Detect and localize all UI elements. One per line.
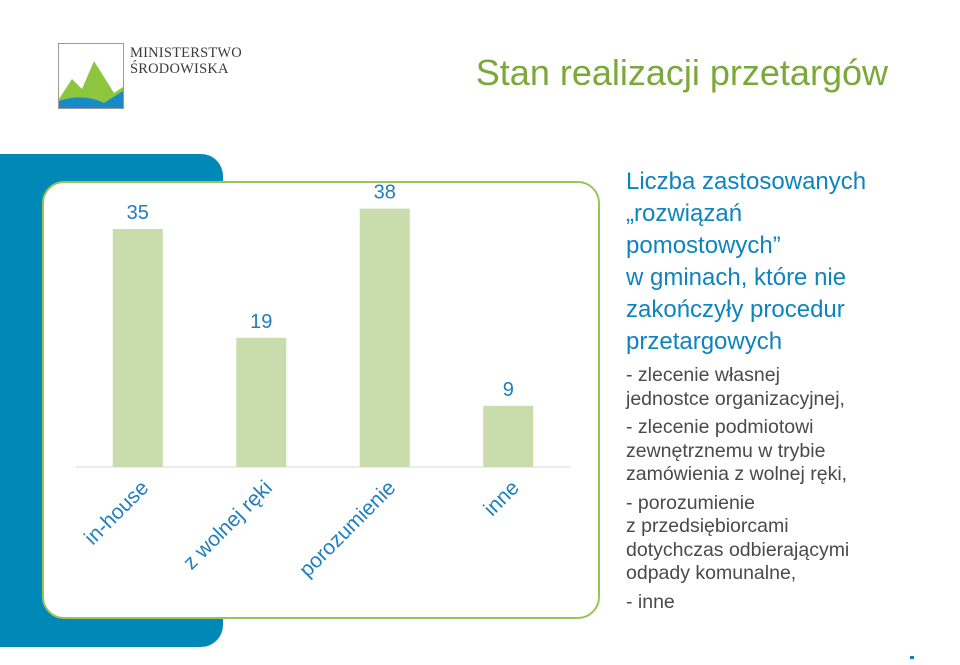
ministry-name-line1: MINISTERSTWO [130,45,242,61]
bullet-line: odpady komunalne, [626,562,797,584]
bullet-line: jednostce organizacyjnej, [626,387,845,410]
bullet-line: dotychczas odbierającymi [626,538,850,561]
category-label-2: porozumienie [295,476,400,581]
data-label-2: 38 [374,183,396,204]
bullet-item: - zlecenie własnej jednostce organizacyjn… [626,364,936,411]
side-heading: Liczba zastosowanych „rozwiązań pomostowyc… [626,166,936,358]
bullet-item: - porozumienie z przedsiębiorcami dotychcz… [626,492,936,586]
bullet-line: - zlecenie własnej [626,364,780,386]
bar-chart: 35 in-house 19 z wolnej ręki 38 porozumienie 9… [76,183,570,582]
bullet-line: zamówienia z wolnej ręki, [626,463,848,485]
bullet-item: - zlecenie podmiotowi zewnętrznemu w tryb… [626,416,936,487]
side-heading-line: przetargowych [626,328,783,355]
side-heading-line: pomostowych” [626,232,781,259]
ministry-mountain-logo-icon [58,43,124,109]
bar-0 [112,229,163,467]
bar-1 [236,337,287,467]
bullet-line: - inne [626,590,675,613]
bullet-list: - zlecenie własnej jednostce organizacyjn… [626,364,936,614]
ministry-name: MINISTERSTWO ŚRODOWISKA [130,45,242,77]
bullet-item: - inne [626,591,936,615]
data-label-3: 9 [503,379,514,401]
chart-card: 35 in-house 19 z wolnej ręki 38 porozumienie 9… [42,181,600,619]
slide-title: Stan realizacji przetargów [475,52,888,93]
corner-mark [910,656,914,659]
side-heading-line: Liczba zastosowanych [626,168,867,195]
side-heading-line: „rozwiązań [626,200,743,227]
side-heading-line: zakończyły procedur [626,296,845,323]
data-label-0: 35 [127,202,149,224]
bullet-line: - porozumienie [626,491,755,514]
bar-3 [483,405,534,467]
category-label-0: in-house [80,476,153,549]
category-label-3: inne [479,476,523,520]
ministry-name-line2: ŚRODOWISKA [130,61,229,77]
category-label-1: z wolnej ręki [179,476,277,574]
data-label-1: 19 [250,311,272,333]
bullet-line: z przedsiębiorcami [626,515,789,537]
bullet-line: - zlecenie podmiotowi [626,416,814,438]
side-description: Liczba zastosowanych „rozwiązań pomostowyc… [626,166,936,619]
side-heading-line: w gminach, które nie [626,264,847,291]
bar-2 [359,208,410,467]
ministry-logo: MINISTERSTWO ŚRODOWISKA [58,43,258,113]
bullet-line: zewnętrznemu w trybie [626,439,826,462]
